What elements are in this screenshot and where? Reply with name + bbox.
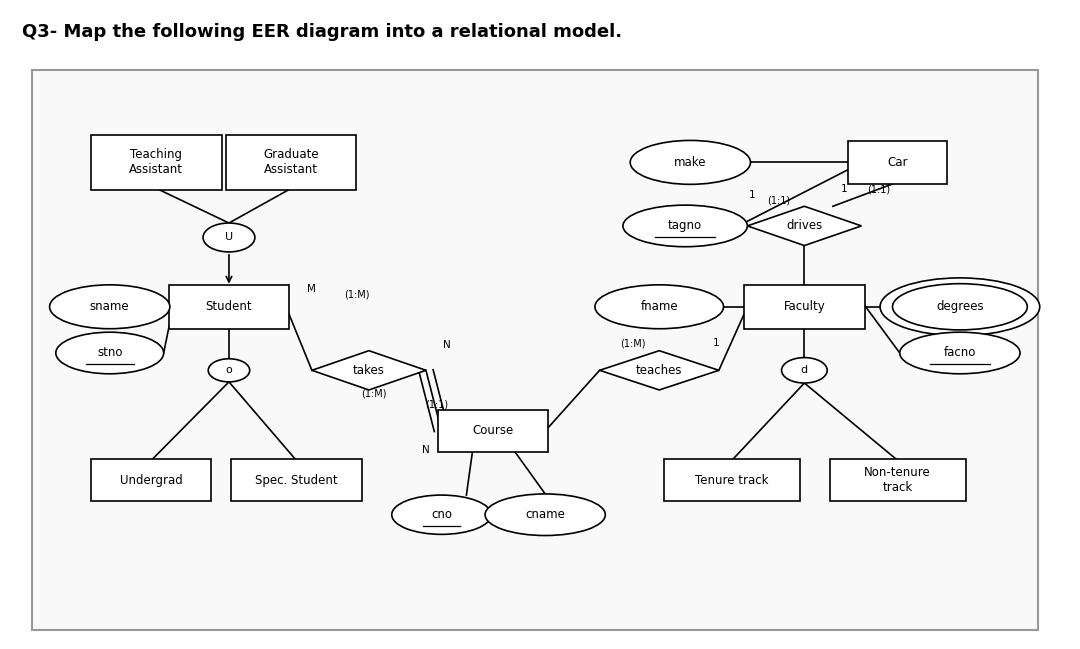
Text: fname: fname xyxy=(640,300,678,313)
Text: tagno: tagno xyxy=(669,219,702,232)
Text: Faculty: Faculty xyxy=(783,300,825,313)
FancyBboxPatch shape xyxy=(848,141,947,184)
Text: drives: drives xyxy=(786,219,823,232)
Polygon shape xyxy=(312,350,426,390)
Text: Course: Course xyxy=(473,424,514,437)
FancyBboxPatch shape xyxy=(664,459,799,502)
Ellipse shape xyxy=(56,332,164,374)
Text: Undergrad: Undergrad xyxy=(120,474,183,487)
FancyBboxPatch shape xyxy=(829,459,966,502)
Text: Graduate
Assistant: Graduate Assistant xyxy=(264,149,319,177)
FancyBboxPatch shape xyxy=(226,134,356,190)
Text: o: o xyxy=(226,365,232,375)
FancyBboxPatch shape xyxy=(231,459,362,502)
Ellipse shape xyxy=(595,285,724,329)
Text: (1:M): (1:M) xyxy=(362,388,387,398)
FancyBboxPatch shape xyxy=(32,70,1038,630)
Text: (1:1): (1:1) xyxy=(867,184,891,195)
Polygon shape xyxy=(747,206,862,245)
Text: Non-tenure
track: Non-tenure track xyxy=(864,466,931,494)
FancyBboxPatch shape xyxy=(438,410,549,452)
Text: Car: Car xyxy=(888,156,908,169)
Text: d: d xyxy=(801,365,808,375)
FancyBboxPatch shape xyxy=(744,285,864,329)
Text: Student: Student xyxy=(205,300,253,313)
Circle shape xyxy=(208,359,249,382)
Text: facno: facno xyxy=(944,347,976,360)
Text: stno: stno xyxy=(97,347,122,360)
Text: teaches: teaches xyxy=(636,364,683,377)
Text: make: make xyxy=(674,156,706,169)
Text: degrees: degrees xyxy=(936,300,984,313)
Circle shape xyxy=(203,223,255,252)
Ellipse shape xyxy=(392,495,491,534)
Circle shape xyxy=(782,358,827,383)
Text: Spec. Student: Spec. Student xyxy=(255,474,338,487)
Text: (1:M): (1:M) xyxy=(343,289,369,300)
Ellipse shape xyxy=(631,140,751,184)
Text: sname: sname xyxy=(90,300,130,313)
FancyBboxPatch shape xyxy=(91,459,212,502)
Text: U: U xyxy=(225,232,233,243)
Ellipse shape xyxy=(892,284,1027,330)
Text: takes: takes xyxy=(353,364,384,377)
Text: Tenure track: Tenure track xyxy=(696,474,769,487)
Text: cname: cname xyxy=(525,508,565,521)
Text: 1: 1 xyxy=(750,190,756,200)
Text: 1: 1 xyxy=(840,184,847,195)
Text: N: N xyxy=(422,445,430,455)
Ellipse shape xyxy=(485,494,605,535)
Ellipse shape xyxy=(623,205,747,247)
Ellipse shape xyxy=(880,278,1040,336)
FancyBboxPatch shape xyxy=(91,134,221,190)
Text: N: N xyxy=(443,340,450,350)
Ellipse shape xyxy=(900,332,1020,374)
Text: M: M xyxy=(308,284,316,295)
Text: (1:1): (1:1) xyxy=(424,400,448,410)
Text: (1:M): (1:M) xyxy=(621,338,646,348)
Text: 1: 1 xyxy=(713,338,719,348)
Text: (1:1): (1:1) xyxy=(767,196,791,206)
Text: Q3- Map the following EER diagram into a relational model.: Q3- Map the following EER diagram into a… xyxy=(22,23,622,41)
FancyBboxPatch shape xyxy=(168,285,289,329)
Ellipse shape xyxy=(50,285,170,329)
Text: cno: cno xyxy=(431,508,453,521)
Text: Teaching
Assistant: Teaching Assistant xyxy=(130,149,184,177)
Polygon shape xyxy=(599,350,719,390)
